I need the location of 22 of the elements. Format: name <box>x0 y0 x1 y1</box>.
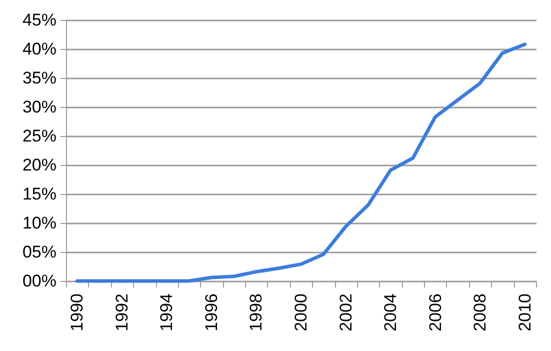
y-tick-label: 35% <box>22 68 56 88</box>
y-tick-label: 00% <box>22 272 56 290</box>
y-tick-label: 10% <box>22 214 56 232</box>
x-tick-label: 2006 <box>426 294 445 332</box>
x-tick-label: 2004 <box>381 294 400 332</box>
y-tick-label: 15% <box>22 184 56 204</box>
x-tick-label: 1998 <box>246 294 266 332</box>
y-tick-label: 05% <box>22 242 56 262</box>
x-tick-label: 2002 <box>336 294 356 332</box>
x-tick-label: 2008 <box>470 294 490 332</box>
x-tick-label: 1990 <box>68 294 87 332</box>
x-tick-label: 2000 <box>292 294 310 332</box>
y-tick-label: 25% <box>22 126 56 146</box>
y-tick-label: 45% <box>22 10 56 30</box>
line-series <box>75 42 527 283</box>
y-tick-label: 30% <box>22 98 56 116</box>
x-tick-label: 1996 <box>202 294 221 332</box>
y-tick-label: 20% <box>22 156 56 174</box>
x-tick-label: 1992 <box>112 294 132 332</box>
x-tick-label: 2010 <box>515 294 534 332</box>
y-tick-label: 40% <box>22 40 56 58</box>
x-tick-label: 1994 <box>157 294 176 332</box>
